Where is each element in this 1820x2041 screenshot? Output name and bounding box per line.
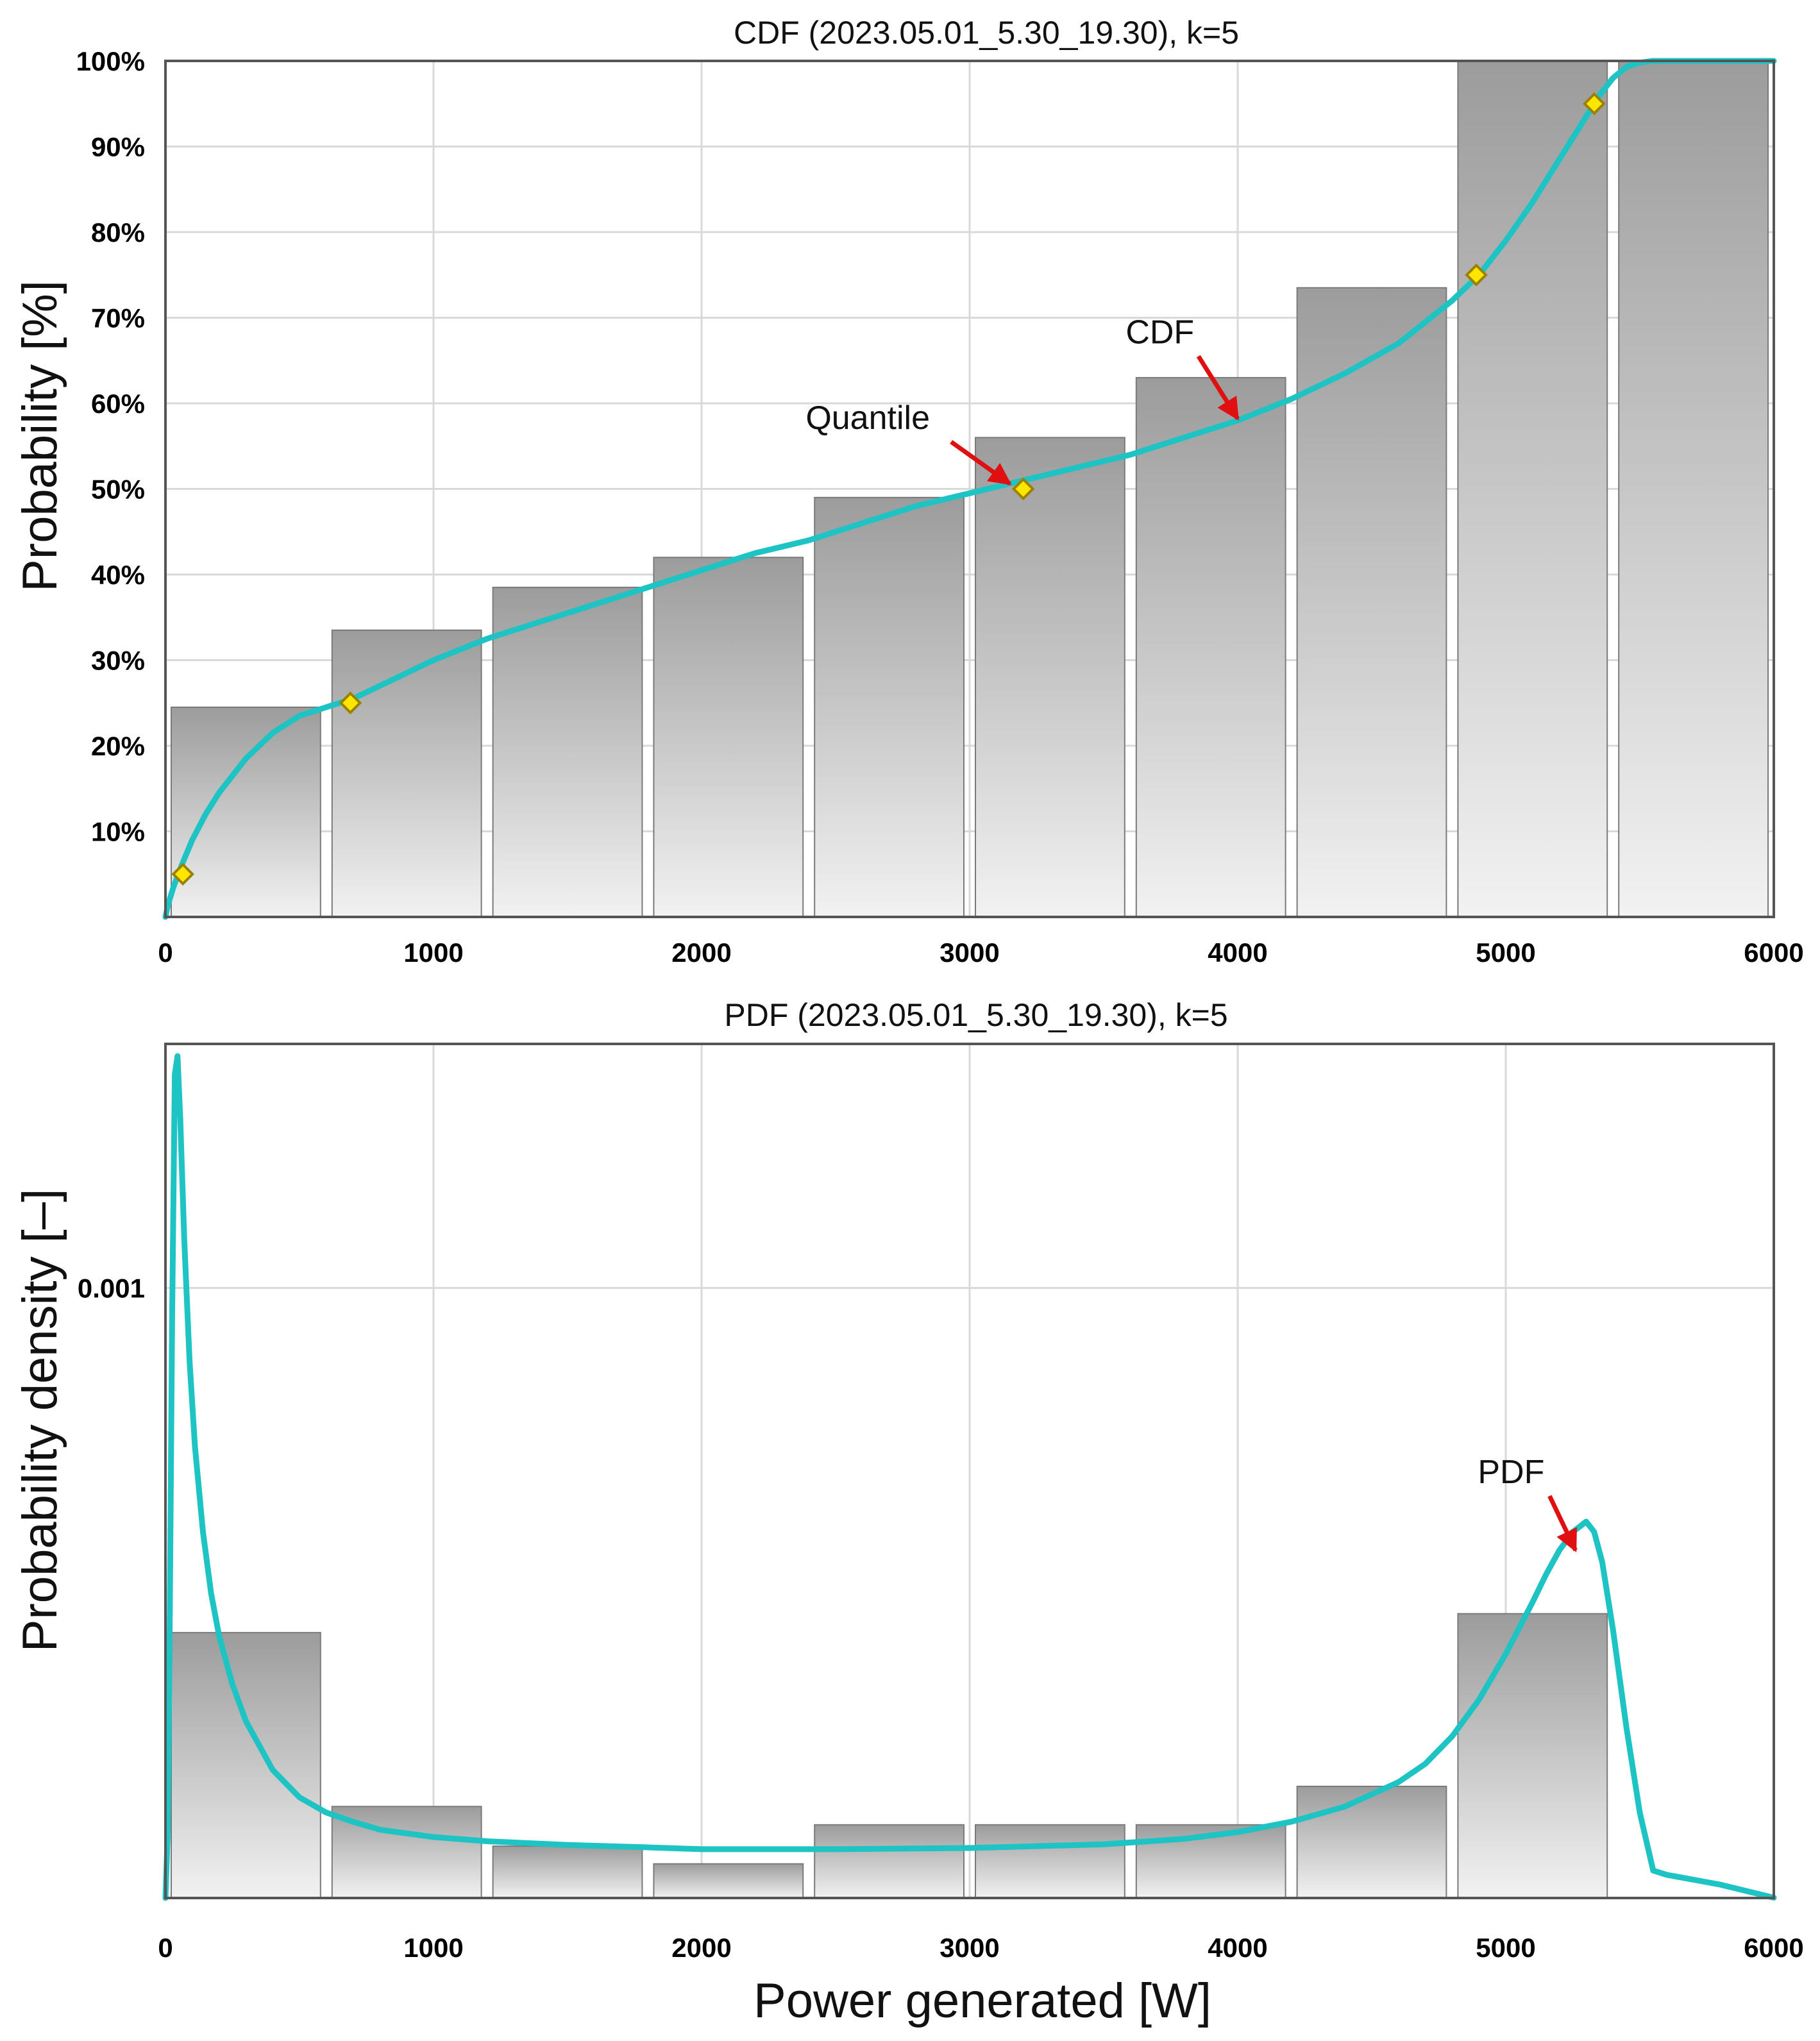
cdf-y-tick-label-3: 40% <box>91 560 145 590</box>
cdf-annotation-quantile: Quantile <box>805 399 1012 486</box>
pdf-bar-3 <box>653 1863 804 1899</box>
quantile-label: Quantile <box>805 399 930 437</box>
pdf-series-line-pdf <box>162 1053 1777 1901</box>
pdf-bar-2 <box>492 1845 643 1899</box>
cdf-x-tick-label-0: 0 <box>158 937 173 968</box>
pdf-y-tick-label-0: 0.001 <box>78 1273 145 1304</box>
cdf-x-tick-label-1: 1000 <box>403 937 463 968</box>
quantile-marker-2 <box>1011 477 1035 501</box>
cdf-x-tick-label-6: 6000 <box>1744 937 1803 968</box>
pdf-chart-title: PDF (2023.05.01_5.30_19.30), k=5 <box>724 997 1227 1033</box>
cdf-x-tick-label-4: 4000 <box>1208 937 1267 968</box>
pdf-y-axis-title: Probability density [–] <box>13 1189 67 1652</box>
cdf-chart-title: CDF (2023.05.01_5.30_19.30), k=5 <box>734 15 1239 51</box>
pdf-bar-0 <box>171 1632 321 1899</box>
pdf-chart: PDF (2023.05.01_5.30_19.30), k=5 Probabi… <box>13 997 1804 2028</box>
pdf-bar-5 <box>975 1824 1125 1899</box>
pdf-plot-frame <box>164 1043 1775 1899</box>
cdf-bar-5 <box>975 437 1125 918</box>
pdf-bar-8 <box>1457 1613 1608 1899</box>
cdf-y-tick-label-5: 60% <box>91 389 145 419</box>
pdf-bar-4 <box>814 1824 965 1899</box>
pdf-x-tick-label-2: 2000 <box>671 1933 731 1963</box>
pdf-x-tick-label-1: 1000 <box>403 1933 463 1963</box>
cdf-annotation-cdf: CDF <box>1125 314 1240 421</box>
cdf-y-tick-labels: 10% 20% 30% 40% 50% 60% 70% 80% 90% 100% <box>76 46 145 847</box>
pdf-x-tick-label-0: 0 <box>158 1933 173 1963</box>
cdf-bar-3 <box>653 557 804 918</box>
pdf-bars <box>171 1613 1608 1899</box>
cdf-bar-4 <box>814 496 965 918</box>
quantile-marker-0 <box>171 862 194 886</box>
cdf-y-axis-title: Probability [%] <box>13 280 67 592</box>
pdf-gridlines <box>165 1044 1774 1898</box>
pdf-x-axis-title: Power generated [W] <box>754 1974 1211 2028</box>
pdf-x-tick-label-4: 4000 <box>1208 1933 1267 1963</box>
quantile-marker-3 <box>1465 263 1488 287</box>
cdf-x-tick-label-5: 5000 <box>1476 937 1535 968</box>
pdf-y-tick-labels: 0.001 <box>78 1273 145 1304</box>
cdf-y-tick-label-6: 70% <box>91 303 145 333</box>
cdf-arrow <box>1196 355 1240 421</box>
pdf-bar-7 <box>1296 1785 1447 1899</box>
cdf-y-tick-label-2: 30% <box>91 646 145 676</box>
cdf-bar-0 <box>171 706 321 918</box>
pdf-x-tick-label-5: 5000 <box>1476 1933 1535 1963</box>
pdf-bar-6 <box>1135 1824 1286 1899</box>
cdf-x-tick-label-3: 3000 <box>939 937 999 968</box>
quantile-arrow <box>950 440 1012 486</box>
cdf-x-tick-label-2: 2000 <box>671 937 731 968</box>
pdf-x-tick-label-6: 6000 <box>1744 1933 1803 1963</box>
cdf-bar-9 <box>1618 60 1769 918</box>
pdf-label: PDF <box>1478 1454 1544 1491</box>
pdf-x-tick-labels: 0 1000 2000 3000 4000 5000 6000 <box>158 1933 1803 1963</box>
cdf-bar-6 <box>1135 376 1286 918</box>
pdf-x-tick-label-3: 3000 <box>939 1933 999 1963</box>
cdf-y-tick-label-1: 20% <box>91 731 145 761</box>
pdf-annotation-pdf: PDF <box>1478 1454 1578 1552</box>
cdf-y-tick-label-9: 100% <box>76 46 145 76</box>
quantile-marker-4 <box>1583 92 1606 115</box>
quantile-marker-1 <box>339 691 362 715</box>
cdf-y-tick-label-0: 10% <box>91 817 145 847</box>
cdf-y-tick-label-4: 50% <box>91 475 145 505</box>
cdf-bar-8 <box>1457 60 1608 918</box>
cdf-x-tick-labels: 0 1000 2000 3000 4000 5000 6000 <box>158 937 1803 968</box>
cdf-quantile-markers <box>171 92 1606 886</box>
cdf-chart: CDF (2023.05.01_5.30_19.30), k=5 Probabi… <box>13 15 1804 968</box>
cdf-bar-2 <box>492 587 643 918</box>
cdf-plot-frame <box>164 60 1775 918</box>
cdf-bar-7 <box>1296 287 1447 918</box>
pdf-curve-group <box>162 1053 1777 1901</box>
pdf-arrow <box>1547 1495 1578 1552</box>
cdf-y-tick-label-7: 80% <box>91 217 145 248</box>
cdf-bars <box>171 60 1769 918</box>
cdf-y-tick-label-8: 90% <box>91 132 145 162</box>
cdf-label: CDF <box>1125 314 1194 351</box>
cdf-bar-1 <box>331 629 482 918</box>
